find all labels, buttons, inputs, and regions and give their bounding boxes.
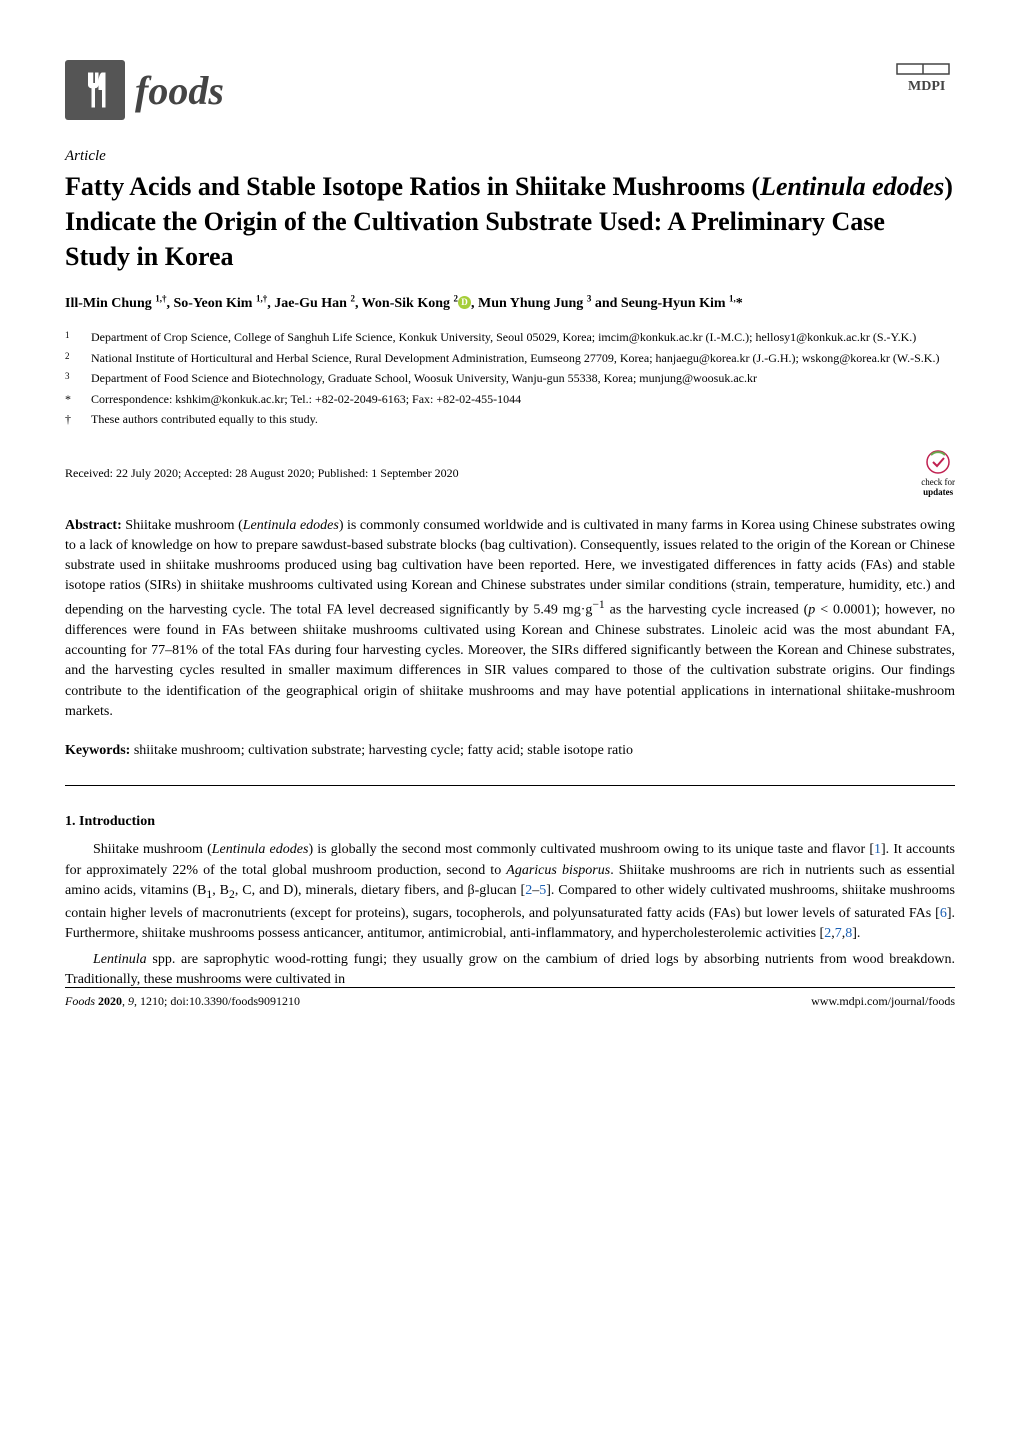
svg-text:MDPI: MDPI	[908, 79, 945, 94]
equal-sym: †	[65, 410, 91, 429]
section-heading: 1. Introduction	[65, 814, 955, 830]
check-updates-text1: check for	[921, 477, 955, 487]
affil-text: Department of Crop Science, College of S…	[91, 328, 955, 347]
ref-link[interactable]: 8	[845, 926, 852, 941]
header: foods MDPI	[65, 60, 955, 120]
affil-num: 2	[65, 349, 91, 368]
footer-left: Foods 2020, 9, 1210; doi:10.3390/foods90…	[65, 994, 300, 1009]
affil-text: Department of Food Science and Biotechno…	[91, 369, 955, 388]
article-title: Fatty Acids and Stable Isotope Ratios in…	[65, 169, 955, 274]
foods-icon	[65, 60, 125, 120]
journal-name: foods	[135, 67, 224, 114]
ref-link[interactable]: 1	[874, 842, 881, 857]
article-type-label: Article	[65, 148, 955, 165]
orcid-icon: D	[458, 296, 471, 309]
check-updates-text2: updates	[923, 487, 953, 497]
corresp-sym: *	[65, 390, 91, 409]
check-updates-badge[interactable]: check for updates	[921, 449, 955, 498]
ref-link[interactable]: 2	[525, 883, 532, 898]
affiliation-row: 2 National Institute of Horticultural an…	[65, 349, 955, 368]
correspondence-row: * Correspondence: kshkim@konkuk.ac.kr; T…	[65, 390, 955, 409]
journal-logo: foods	[65, 60, 224, 120]
ref-link[interactable]: 6	[940, 906, 947, 921]
affiliations: 1 Department of Crop Science, College of…	[65, 328, 955, 429]
check-updates-icon	[925, 449, 951, 475]
affil-num: 3	[65, 369, 91, 388]
keywords-text: shiitake mushroom; cultivation substrate…	[134, 743, 633, 758]
abstract-label: Abstract:	[65, 518, 122, 533]
affiliation-row: 3 Department of Food Science and Biotech…	[65, 369, 955, 388]
dates-row: Received: 22 July 2020; Accepted: 28 Aug…	[65, 449, 955, 498]
keywords: Keywords: shiitake mushroom; cultivation…	[65, 740, 955, 761]
intro-paragraph-2: Lentinula spp. are saprophytic wood-rott…	[65, 950, 955, 991]
divider	[65, 785, 955, 786]
equal-text: These authors contributed equally to thi…	[91, 410, 955, 429]
abstract: Abstract: Shiitake mushroom (Lentinula e…	[65, 516, 955, 723]
ref-link[interactable]: 7	[835, 926, 842, 941]
keywords-label: Keywords:	[65, 743, 130, 758]
corresp-text: Correspondence: kshkim@konkuk.ac.kr; Tel…	[91, 390, 955, 409]
affil-num: 1	[65, 328, 91, 347]
affiliation-row: 1 Department of Crop Science, College of…	[65, 328, 955, 347]
received-text: Received: 22 July 2020; Accepted: 28 Aug…	[65, 466, 459, 481]
authors-line: Ill-Min Chung 1,†, So-Yeon Kim 1,†, Jae-…	[65, 292, 955, 314]
ref-link[interactable]: 5	[539, 883, 546, 898]
equal-contrib-row: † These authors contributed equally to t…	[65, 410, 955, 429]
intro-paragraph-1: Shiitake mushroom (Lentinula edodes) is …	[65, 840, 955, 944]
affil-text: National Institute of Horticultural and …	[91, 349, 955, 368]
footer: Foods 2020, 9, 1210; doi:10.3390/foods90…	[65, 987, 955, 1009]
footer-right[interactable]: www.mdpi.com/journal/foods	[811, 994, 955, 1009]
ref-link[interactable]: 2	[824, 926, 831, 941]
mdpi-logo: MDPI	[891, 60, 955, 99]
